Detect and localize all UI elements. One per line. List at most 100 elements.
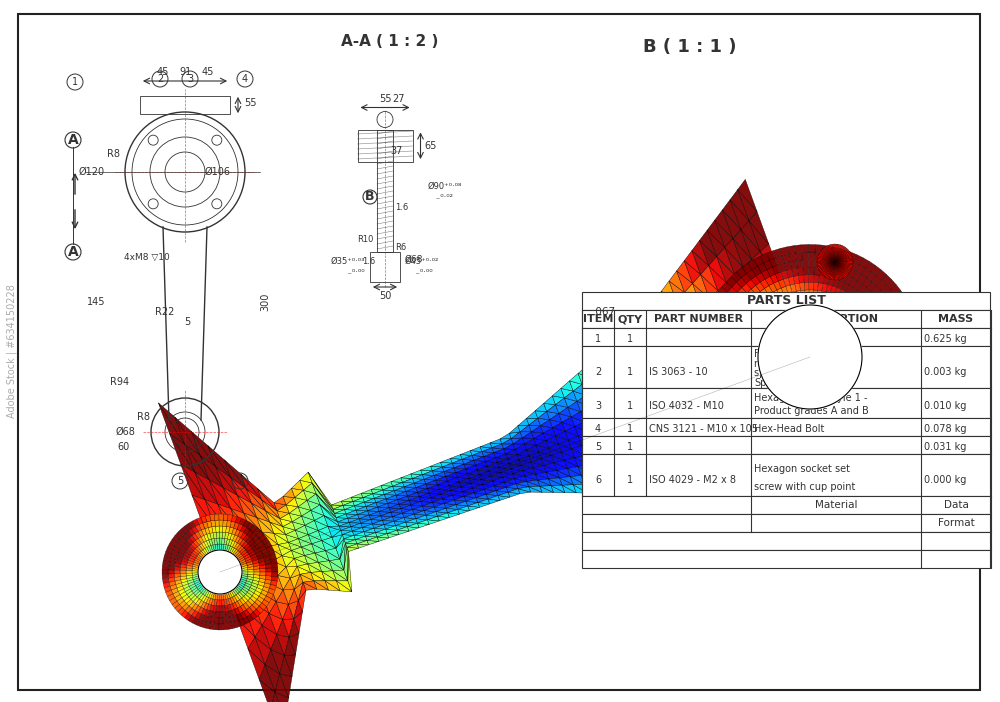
Text: 1: 1 xyxy=(627,475,633,485)
Text: 3: 3 xyxy=(187,74,193,84)
Text: Material: Material xyxy=(815,500,857,510)
Text: R10: R10 xyxy=(358,235,374,244)
Text: 91: 91 xyxy=(179,67,191,77)
Text: R22: R22 xyxy=(155,307,175,317)
Text: Hexagon nuts, style 1 -: Hexagon nuts, style 1 - xyxy=(754,393,868,404)
Text: 6: 6 xyxy=(595,475,601,485)
Text: R6: R6 xyxy=(395,242,406,251)
Text: B ( 1 : 1 ): B ( 1 : 1 ) xyxy=(643,38,737,56)
Text: 0.010 kg: 0.010 kg xyxy=(924,402,966,411)
Text: 5: 5 xyxy=(595,442,601,452)
Text: Ø90⁺⁰·⁰⁸
   ₋⁰·⁰²: Ø90⁺⁰·⁰⁸ ₋⁰·⁰² xyxy=(428,183,462,201)
Text: B: B xyxy=(365,190,375,204)
Text: A: A xyxy=(68,245,78,259)
Text: Product grades A and B: Product grades A and B xyxy=(754,406,869,416)
Text: Adobe Stock | #634150228: Adobe Stock | #634150228 xyxy=(7,284,17,418)
Text: 25: 25 xyxy=(824,388,840,401)
Text: 60: 60 xyxy=(118,442,130,452)
Text: 0.000 kg: 0.000 kg xyxy=(924,475,966,485)
Text: 1: 1 xyxy=(627,442,633,452)
Text: spring lock washers -: spring lock washers - xyxy=(754,369,858,378)
Text: Fasteners - Single coil: Fasteners - Single coil xyxy=(754,349,861,359)
Bar xyxy=(582,436,990,454)
Circle shape xyxy=(198,550,242,594)
Text: 2: 2 xyxy=(157,74,163,84)
Text: R8: R8 xyxy=(106,149,120,159)
Bar xyxy=(140,96,230,114)
Text: 37: 37 xyxy=(390,146,402,156)
Text: 0.078 kg: 0.078 kg xyxy=(924,424,966,434)
Text: 1.6: 1.6 xyxy=(362,258,375,267)
Text: A-A ( 1 : 2 ): A-A ( 1 : 2 ) xyxy=(341,34,439,50)
Bar xyxy=(582,418,990,436)
Text: 27: 27 xyxy=(392,93,405,103)
Bar xyxy=(582,328,990,346)
Text: Ø35⁺⁰·⁰³
    ₋⁰·⁰⁰: Ø35⁺⁰·⁰³ ₋⁰·⁰⁰ xyxy=(330,258,365,277)
Text: 0.625 kg: 0.625 kg xyxy=(924,334,967,344)
Bar xyxy=(377,129,393,252)
Text: 50: 50 xyxy=(379,291,391,301)
Text: 3: 3 xyxy=(595,402,601,411)
Text: 5: 5 xyxy=(177,476,183,486)
Text: screw with cup point: screw with cup point xyxy=(754,482,855,492)
Text: A: A xyxy=(68,133,78,147)
Text: rectangular section: rectangular section xyxy=(754,359,849,369)
Text: MASS: MASS xyxy=(938,314,974,324)
Bar xyxy=(582,550,990,568)
Text: 1: 1 xyxy=(627,424,633,434)
Text: Data: Data xyxy=(944,500,968,510)
Text: 1: 1 xyxy=(72,77,78,87)
Text: CNS 3121 - M10 x 105: CNS 3121 - M10 x 105 xyxy=(649,424,758,434)
Text: IS 3063 - 10: IS 3063 - 10 xyxy=(649,367,708,377)
Text: 2: 2 xyxy=(595,367,601,377)
Text: 0.031 kg: 0.031 kg xyxy=(924,442,966,452)
Text: 1: 1 xyxy=(627,402,633,411)
Text: R94: R94 xyxy=(110,377,130,387)
Text: Ø68: Ø68 xyxy=(115,427,135,437)
Text: ISO 4032 - M10: ISO 4032 - M10 xyxy=(649,402,724,411)
Text: Hex-Head Bolt: Hex-Head Bolt xyxy=(754,424,824,434)
Text: 65: 65 xyxy=(424,140,437,151)
Text: Ø45⁺⁰·⁰²
    ₋⁰·⁰⁰: Ø45⁺⁰·⁰² ₋⁰·⁰⁰ xyxy=(405,258,439,277)
Text: 4: 4 xyxy=(595,424,601,434)
Text: 6: 6 xyxy=(237,476,243,486)
Text: Ø68: Ø68 xyxy=(405,255,424,264)
Text: 145: 145 xyxy=(87,297,105,307)
Text: QTY: QTY xyxy=(617,314,643,324)
Bar xyxy=(582,292,990,310)
Bar xyxy=(582,532,990,550)
Text: 45: 45 xyxy=(201,67,214,77)
Text: Format: Format xyxy=(938,518,974,528)
Bar xyxy=(582,346,990,388)
Text: 300: 300 xyxy=(260,293,270,311)
Text: 1: 1 xyxy=(627,367,633,377)
Text: Hexagon socket set: Hexagon socket set xyxy=(754,463,850,474)
Text: ISO 4029 - M2 x 8: ISO 4029 - M2 x 8 xyxy=(649,475,736,485)
Text: 4xM8 ▽10: 4xM8 ▽10 xyxy=(124,253,170,262)
Text: Ø106: Ø106 xyxy=(205,167,231,177)
Text: 0.003 kg: 0.003 kg xyxy=(924,367,966,377)
Text: PARTS LIST: PARTS LIST xyxy=(747,295,825,307)
Bar xyxy=(582,496,990,514)
Bar xyxy=(370,252,400,282)
Text: 45: 45 xyxy=(156,67,169,77)
Text: DESCRIPTION: DESCRIPTION xyxy=(794,314,878,324)
Text: Specification: Specification xyxy=(754,378,817,388)
Text: 55: 55 xyxy=(379,93,391,103)
Text: ITEM: ITEM xyxy=(583,314,613,324)
Text: .067: .067 xyxy=(593,307,616,317)
Bar xyxy=(582,514,990,532)
Text: 5: 5 xyxy=(184,317,190,327)
Text: R8: R8 xyxy=(136,412,150,422)
Text: 1: 1 xyxy=(627,334,633,344)
Text: 55: 55 xyxy=(244,98,256,108)
Text: Ø120: Ø120 xyxy=(79,167,105,177)
Bar xyxy=(358,129,413,162)
Bar xyxy=(582,388,990,418)
Bar xyxy=(582,310,990,328)
Bar xyxy=(582,454,990,496)
Text: 1.6: 1.6 xyxy=(395,202,408,211)
Text: PART NUMBER: PART NUMBER xyxy=(654,314,743,324)
Text: 1: 1 xyxy=(595,334,601,344)
Circle shape xyxy=(758,305,862,409)
